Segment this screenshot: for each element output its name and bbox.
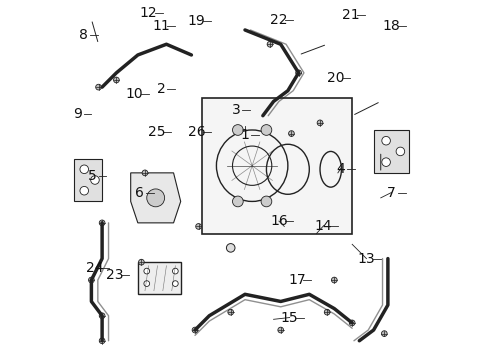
Circle shape	[147, 189, 165, 207]
Text: 12: 12	[140, 6, 157, 20]
Circle shape	[96, 84, 101, 90]
Bar	[202, 98, 352, 234]
Text: 20: 20	[327, 71, 345, 85]
Text: 23: 23	[106, 268, 123, 282]
Circle shape	[278, 327, 284, 333]
Circle shape	[114, 77, 119, 83]
Circle shape	[99, 313, 105, 319]
Circle shape	[80, 186, 89, 195]
Circle shape	[296, 70, 301, 76]
Text: 10: 10	[125, 87, 143, 101]
Text: 21: 21	[342, 8, 360, 22]
Circle shape	[232, 196, 243, 207]
Text: 24: 24	[85, 261, 103, 275]
Circle shape	[142, 170, 148, 176]
Text: 8: 8	[79, 28, 88, 42]
Text: 11: 11	[152, 19, 170, 33]
Circle shape	[89, 277, 94, 283]
Text: 17: 17	[288, 273, 306, 287]
Text: 18: 18	[383, 19, 400, 33]
Circle shape	[80, 165, 89, 174]
Text: 9: 9	[73, 107, 81, 121]
Polygon shape	[74, 158, 102, 202]
Text: 25: 25	[147, 125, 165, 139]
Circle shape	[382, 136, 391, 145]
Circle shape	[331, 277, 337, 283]
Circle shape	[381, 331, 387, 337]
Circle shape	[144, 281, 149, 287]
Circle shape	[172, 268, 178, 274]
Text: 13: 13	[358, 252, 375, 266]
Circle shape	[232, 125, 243, 135]
Polygon shape	[131, 173, 181, 223]
Text: 26: 26	[188, 125, 206, 139]
Circle shape	[139, 259, 144, 265]
Circle shape	[261, 196, 272, 207]
Text: 3: 3	[232, 103, 241, 117]
Text: 19: 19	[188, 14, 206, 28]
Text: 14: 14	[315, 219, 332, 233]
Circle shape	[317, 120, 323, 126]
Circle shape	[267, 41, 273, 47]
Circle shape	[172, 281, 178, 287]
Circle shape	[99, 220, 105, 226]
Circle shape	[99, 338, 105, 343]
Text: 4: 4	[336, 162, 345, 176]
Bar	[138, 262, 181, 294]
Circle shape	[261, 125, 272, 135]
Circle shape	[226, 244, 235, 252]
Circle shape	[289, 131, 294, 136]
Polygon shape	[373, 130, 409, 173]
Text: 6: 6	[135, 185, 144, 199]
Circle shape	[192, 327, 198, 333]
Circle shape	[144, 268, 149, 274]
Text: 15: 15	[281, 311, 298, 324]
Text: 7: 7	[387, 185, 396, 199]
Circle shape	[196, 224, 201, 229]
Circle shape	[228, 309, 234, 315]
Text: 1: 1	[241, 129, 249, 142]
Circle shape	[396, 147, 405, 156]
Text: 5: 5	[88, 170, 97, 184]
Text: 2: 2	[157, 82, 166, 96]
Circle shape	[382, 158, 391, 166]
Circle shape	[91, 176, 99, 184]
Circle shape	[349, 320, 355, 326]
Circle shape	[324, 309, 330, 315]
Text: 16: 16	[270, 214, 288, 228]
Text: 22: 22	[270, 13, 288, 27]
